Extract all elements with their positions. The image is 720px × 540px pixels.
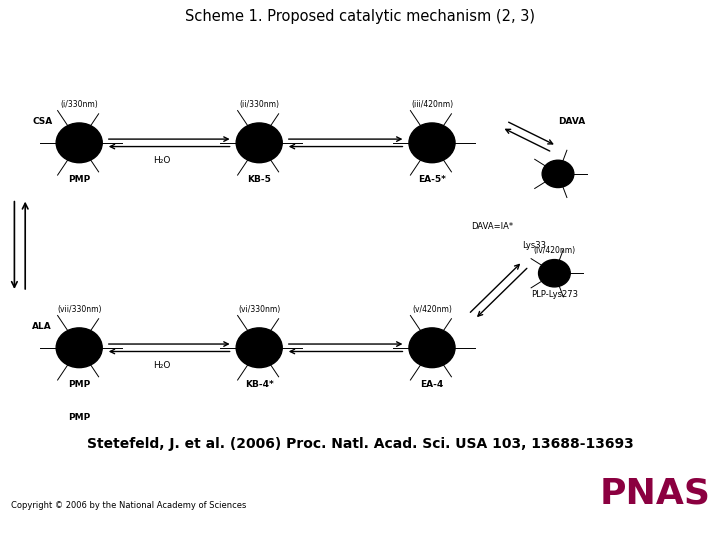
Text: H₂O: H₂O [153, 157, 171, 165]
Text: KB-5: KB-5 [247, 175, 271, 184]
Text: ALA: ALA [32, 321, 52, 330]
Text: (ii/330nm): (ii/330nm) [239, 100, 279, 109]
Text: Copyright © 2006 by the National Academy of Sciences: Copyright © 2006 by the National Academy… [11, 501, 246, 510]
Circle shape [236, 328, 282, 368]
Text: (iv/420nm): (iv/420nm) [534, 246, 575, 255]
Text: (i/330nm): (i/330nm) [60, 100, 98, 109]
Text: (v/420nm): (v/420nm) [412, 305, 452, 314]
Text: Scheme 1. Proposed catalytic mechanism (2, 3): Scheme 1. Proposed catalytic mechanism (… [185, 9, 535, 24]
Circle shape [56, 328, 102, 368]
Text: EA-5*: EA-5* [418, 175, 446, 184]
Circle shape [236, 123, 282, 163]
Circle shape [56, 123, 102, 163]
Text: Stetefeld, J. et al. (2006) Proc. Natl. Acad. Sci. USA 103, 13688-13693: Stetefeld, J. et al. (2006) Proc. Natl. … [86, 437, 634, 451]
Text: PLP-Lys273: PLP-Lys273 [531, 290, 578, 299]
Text: PNAS: PNAS [600, 476, 711, 510]
Circle shape [409, 123, 455, 163]
Text: (vi/330nm): (vi/330nm) [238, 305, 280, 314]
Text: EA-4: EA-4 [420, 380, 444, 389]
Text: PMP: PMP [68, 380, 90, 389]
Text: DAVA=IA*: DAVA=IA* [472, 222, 514, 231]
Text: Lys33: Lys33 [522, 241, 546, 250]
Text: PMP: PMP [68, 413, 90, 422]
Text: CSA: CSA [32, 117, 53, 126]
Text: (iii/420nm): (iii/420nm) [411, 100, 453, 109]
Circle shape [409, 328, 455, 368]
Text: (vii/330nm): (vii/330nm) [57, 305, 102, 314]
Text: PMP: PMP [68, 175, 90, 184]
Text: H₂O: H₂O [153, 361, 171, 370]
Circle shape [539, 260, 570, 287]
Text: DAVA: DAVA [558, 117, 585, 126]
Text: KB-4*: KB-4* [245, 380, 274, 389]
Circle shape [542, 160, 574, 187]
